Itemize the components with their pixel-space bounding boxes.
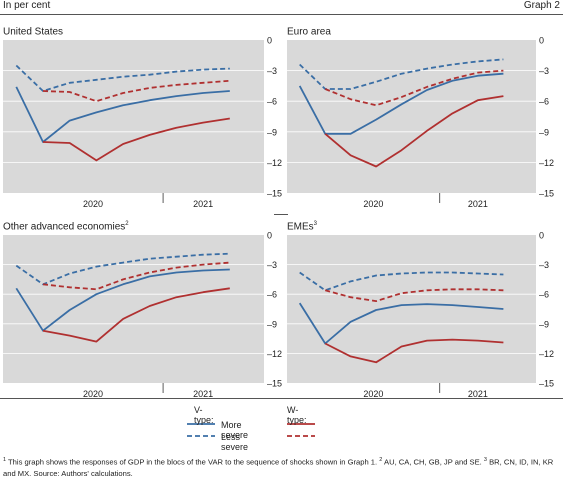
footnote-2: AU, CA, CH, GB, JP and SE. <box>384 457 482 467</box>
y-tick-label-euro-area: –9 <box>539 127 549 137</box>
x-tick-label-2021-united-states: 2021 <box>193 199 213 209</box>
legend-v-type-label: V-type: <box>194 405 214 425</box>
y-tick-label-other-advanced: –9 <box>267 319 277 329</box>
y-tick-label-united-states: –12 <box>267 158 282 168</box>
y-tick-label-united-states: –3 <box>267 66 277 76</box>
legend-less-severe-label: Less severe <box>221 432 249 452</box>
series-line-other-advanced-w-type-more-severe <box>42 287 230 343</box>
series-line-emes-w-type-more-severe <box>324 338 504 364</box>
series-line-euro-area-v-type-less-severe <box>299 58 504 90</box>
unit-label: In per cent <box>3 0 51 11</box>
y-tick-label-united-states: 0 <box>267 36 272 46</box>
panel-title-united-states: United States <box>3 26 64 38</box>
series-line-united-states-v-type-more-severe <box>15 86 230 143</box>
y-tick-label-emes: –6 <box>539 290 549 300</box>
series-line-united-states-w-type-more-severe <box>42 117 230 162</box>
footnote-3: BR, CN, ID, IN, KR and MX. <box>3 457 554 478</box>
middle-rule-mark <box>274 214 288 215</box>
header: In per cent Graph 2 <box>0 0 563 13</box>
y-tick-label-other-advanced: –12 <box>267 349 282 359</box>
panel-title-emes: EMEs3 <box>287 221 318 233</box>
footnote: 1 This graph shows the responses of GDP … <box>3 457 554 478</box>
series-line-emes-v-type-more-severe <box>298 302 504 345</box>
footnote-1: This graph shows the responses of GDP in… <box>8 457 378 467</box>
panel-bg-other-advanced <box>3 235 264 383</box>
top-rule <box>0 14 563 15</box>
x-tick-label-2020-united-states: 2020 <box>83 199 103 209</box>
y-tick-label-emes: –9 <box>539 319 549 329</box>
series-line-emes-w-type-less-severe <box>324 288 504 303</box>
panel-bg-euro-area <box>287 40 536 193</box>
panel-bg-united-states <box>3 40 264 193</box>
panel-title-other-advanced: Other advanced economies2 <box>3 221 129 233</box>
y-tick-label-euro-area: –12 <box>539 158 554 168</box>
y-tick-label-emes: –12 <box>539 349 554 359</box>
y-tick-label-euro-area: 0 <box>539 36 544 46</box>
y-tick-label-euro-area: –15 <box>539 189 554 199</box>
series-line-euro-area-w-type-less-severe <box>324 69 504 107</box>
x-tick-label-2021-euro-area: 2021 <box>468 199 488 209</box>
x-tick-label-2020-other-advanced: 2020 <box>83 389 103 399</box>
graph-label: Graph 2 <box>523 0 560 11</box>
x-tick-label-2020-emes: 2020 <box>363 389 383 399</box>
series-line-euro-area-w-type-more-severe <box>324 95 504 168</box>
bottom-rule <box>0 398 563 399</box>
y-tick-label-other-advanced: –6 <box>267 290 277 300</box>
series-line-euro-area-v-type-more-severe <box>298 72 504 135</box>
series-line-other-advanced-v-type-less-severe <box>15 252 230 286</box>
y-tick-label-united-states: –6 <box>267 97 277 107</box>
y-tick-label-other-advanced: –15 <box>267 379 282 389</box>
y-tick-label-emes: 0 <box>539 231 544 241</box>
x-tick-label-2021-emes: 2021 <box>468 389 488 399</box>
y-tick-label-united-states: –9 <box>267 127 277 137</box>
legend-w-type-label: W-type: <box>287 405 307 425</box>
y-tick-label-emes: –3 <box>539 260 549 270</box>
y-tick-label-emes: –15 <box>539 379 554 389</box>
y-tick-label-euro-area: –3 <box>539 66 549 76</box>
y-tick-label-united-states: –15 <box>267 189 282 199</box>
y-tick-label-euro-area: –6 <box>539 97 549 107</box>
panel-title-euro-area: Euro area <box>287 26 331 38</box>
series-line-united-states-w-type-less-severe <box>42 79 230 103</box>
x-tick-label-2021-other-advanced: 2021 <box>193 389 213 399</box>
footnote-source: Source: Authors' calculations. <box>33 468 133 478</box>
series-line-emes-v-type-less-severe <box>299 271 504 292</box>
legend-more-severe-label: More severe <box>221 420 249 440</box>
series-line-other-advanced-v-type-more-severe <box>15 268 230 332</box>
y-tick-label-other-advanced: 0 <box>267 231 272 241</box>
x-tick-label-2020-euro-area: 2020 <box>363 199 383 209</box>
y-tick-label-other-advanced: –3 <box>267 260 277 270</box>
